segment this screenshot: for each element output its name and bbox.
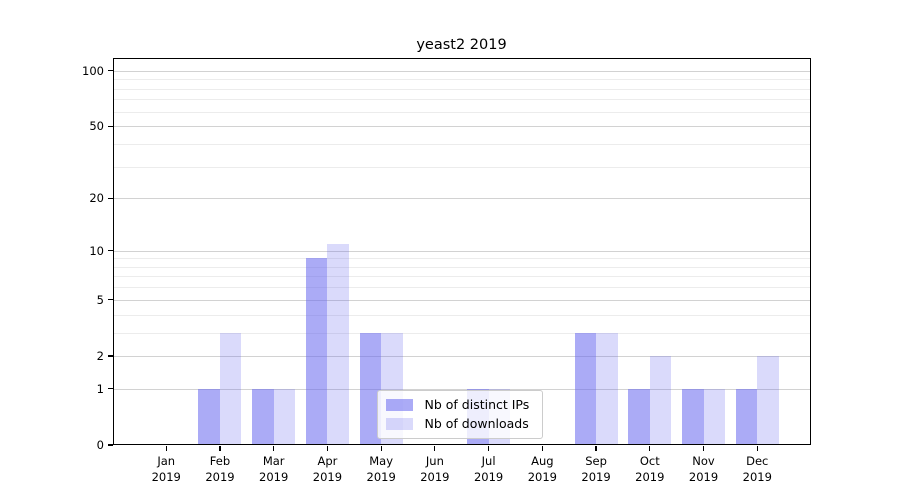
bar-downloads-apr [327,243,349,445]
x-tick [273,446,275,451]
y-tick [107,125,113,127]
x-tick [702,446,705,451]
x-tick-label: Sep 2019 [581,454,611,484]
x-tick-label: Aug 2019 [527,454,557,484]
legend: Nb of distinct IPs Nb of downloads [376,390,544,439]
x-tick-label: Dec 2019 [742,454,772,484]
y-tick [107,444,113,446]
x-tick [165,446,167,451]
bar-downloads-nov [703,388,726,445]
bar-distinct-ips-mar [252,388,274,445]
legend-swatch-distinct-ips [385,399,413,411]
gridline-major [112,250,811,252]
y-tick [107,299,113,301]
gridline-minor [112,266,811,268]
x-tick-label: Jun 2019 [420,454,450,484]
legend-label-distinct-ips: Nb of distinct IPs [424,397,530,412]
x-tick-label: Jan 2019 [151,454,181,484]
y-tick [107,355,113,357]
bar-distinct-ips-sep [574,332,597,445]
gridline-minor [112,332,811,334]
gridline-major [112,388,811,390]
gridline-minor [112,111,811,113]
x-tick-label: Mar 2019 [259,454,289,484]
y-tick [107,70,113,72]
plot-area: Nb of distinct IPs Nb of downloads [112,58,811,445]
gridline-minor [112,99,811,101]
gridline-major [112,70,811,72]
x-tick-label: Jul 2019 [473,454,504,484]
y-tick-label: 10 [89,243,104,258]
bar-downloads-dec [757,355,779,445]
x-tick [595,446,597,451]
gridline-minor [112,88,811,90]
gridline-major [112,355,811,357]
legend-item-distinct-ips: Nb of distinct IPs [385,397,530,412]
legend-item-downloads: Nb of downloads [385,416,530,431]
y-tick-label: 100 [82,63,104,78]
bar-distinct-ips-may [359,332,382,445]
gridline-minor [112,314,811,316]
bar-downloads-mar [273,388,296,445]
gridline-major [112,198,811,200]
x-tick-label: Apr 2019 [312,454,343,484]
bar-distinct-ips-nov [682,388,704,445]
x-tick-label: Oct 2019 [635,454,665,484]
bar-downloads-feb [219,332,242,445]
x-tick [326,446,328,451]
x-tick [649,446,651,451]
bar-distinct-ips-dec [735,388,758,445]
x-tick [541,446,543,451]
gridline-major [112,126,811,128]
gridline-minor [112,143,811,145]
gridline-minor [112,276,811,278]
bar-distinct-ips-apr [305,258,328,445]
y-tick-label: 50 [89,119,104,134]
y-tick-label: 5 [96,292,104,307]
y-tick [107,388,113,390]
y-tick-label: 2 [96,348,104,363]
y-tick [107,197,113,199]
legend-label-downloads: Nb of downloads [424,416,529,431]
x-tick-label: May 2019 [366,454,396,484]
gridline-minor [112,166,811,168]
x-tick [219,446,221,451]
x-tick [380,446,382,451]
x-tick [488,446,490,451]
legend-swatch-downloads [385,418,413,430]
gridline-minor [112,258,811,260]
bar-distinct-ips-feb [198,388,220,445]
x-tick [756,446,758,451]
gridline-minor [112,79,811,81]
bar-downloads-sep [596,332,618,445]
x-tick-label: Feb 2019 [205,454,235,484]
bar-downloads-oct [649,355,672,445]
gridline-major [112,299,811,301]
gridline-minor [112,287,811,289]
bar-distinct-ips-oct [628,388,650,445]
x-tick [434,446,436,451]
y-tick-label: 0 [96,438,104,452]
y-tick [107,250,113,252]
y-tick-label: 20 [89,191,104,206]
y-tick-label: 1 [96,381,104,396]
chart-title: yeast2 2019 [416,37,507,53]
x-tick-label: Nov 2019 [688,454,719,484]
